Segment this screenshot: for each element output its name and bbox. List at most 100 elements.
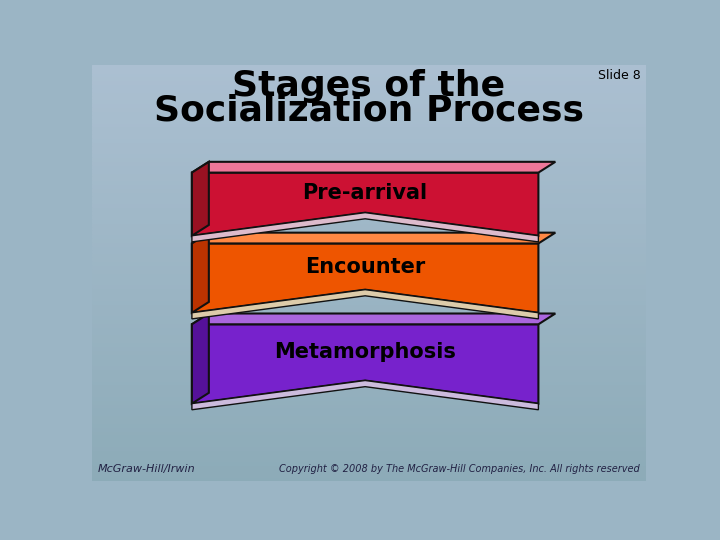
Bar: [92, 438, 647, 442]
Polygon shape: [192, 314, 555, 325]
Bar: [92, 350, 647, 354]
Bar: [92, 249, 647, 253]
Bar: [92, 80, 647, 84]
Bar: [92, 315, 647, 319]
Polygon shape: [192, 244, 539, 313]
Bar: [92, 323, 647, 327]
Bar: [92, 88, 647, 92]
Bar: [92, 303, 647, 307]
Bar: [92, 238, 647, 242]
Bar: [92, 434, 647, 438]
Bar: [92, 473, 647, 477]
Bar: [92, 273, 647, 276]
Text: Pre-arrival: Pre-arrival: [302, 183, 428, 202]
Bar: [92, 338, 647, 342]
Polygon shape: [192, 213, 539, 242]
Bar: [92, 226, 647, 231]
Bar: [92, 430, 647, 434]
Bar: [92, 123, 647, 126]
Text: Socialization Process: Socialization Process: [154, 93, 584, 127]
Bar: [92, 211, 647, 215]
Bar: [92, 173, 647, 177]
Bar: [92, 423, 647, 427]
Bar: [92, 76, 647, 80]
Bar: [92, 246, 647, 249]
Bar: [92, 442, 647, 446]
Bar: [92, 200, 647, 204]
Polygon shape: [192, 325, 539, 403]
Bar: [92, 138, 647, 142]
Bar: [92, 280, 647, 284]
Bar: [92, 168, 647, 173]
Bar: [92, 219, 647, 222]
Bar: [92, 142, 647, 146]
Bar: [92, 265, 647, 269]
Bar: [92, 134, 647, 138]
Bar: [92, 384, 647, 388]
Bar: [92, 477, 647, 481]
Bar: [92, 465, 647, 469]
Bar: [92, 130, 647, 134]
Bar: [92, 403, 647, 408]
Bar: [92, 411, 647, 415]
Bar: [92, 381, 647, 384]
Bar: [92, 92, 647, 96]
Bar: [92, 396, 647, 400]
Bar: [92, 469, 647, 473]
Bar: [92, 115, 647, 119]
Bar: [92, 330, 647, 334]
Bar: [92, 103, 647, 107]
Bar: [92, 346, 647, 350]
Bar: [92, 419, 647, 423]
Bar: [92, 146, 647, 150]
Bar: [92, 446, 647, 450]
Bar: [92, 342, 647, 346]
Bar: [92, 388, 647, 392]
Bar: [92, 269, 647, 273]
Text: McGraw-Hill/Irwin: McGraw-Hill/Irwin: [98, 464, 196, 475]
Bar: [92, 242, 647, 246]
Bar: [92, 188, 647, 192]
Bar: [92, 408, 647, 411]
Bar: [92, 111, 647, 115]
Bar: [92, 284, 647, 288]
Polygon shape: [192, 173, 539, 236]
Bar: [92, 311, 647, 315]
Bar: [92, 319, 647, 323]
Bar: [92, 192, 647, 195]
Bar: [92, 69, 647, 72]
Bar: [92, 157, 647, 161]
Bar: [92, 207, 647, 211]
Text: Copyright © 2008 by The McGraw-Hill Companies, Inc. All rights reserved: Copyright © 2008 by The McGraw-Hill Comp…: [279, 464, 640, 475]
Bar: [92, 357, 647, 361]
Bar: [92, 300, 647, 303]
Bar: [92, 365, 647, 369]
Polygon shape: [192, 381, 539, 410]
Bar: [92, 150, 647, 153]
Bar: [92, 153, 647, 157]
Bar: [92, 292, 647, 296]
Bar: [92, 119, 647, 123]
Bar: [92, 184, 647, 188]
Polygon shape: [192, 233, 555, 244]
Polygon shape: [192, 289, 539, 319]
Bar: [92, 84, 647, 88]
Text: Slide 8: Slide 8: [598, 69, 641, 82]
Bar: [92, 126, 647, 130]
Polygon shape: [192, 162, 209, 236]
Bar: [92, 288, 647, 292]
Bar: [92, 334, 647, 338]
Bar: [92, 327, 647, 330]
Bar: [92, 454, 647, 457]
Polygon shape: [192, 233, 209, 313]
Bar: [92, 161, 647, 165]
Bar: [92, 99, 647, 103]
Bar: [92, 307, 647, 311]
Text: Encounter: Encounter: [305, 256, 426, 276]
Bar: [92, 96, 647, 99]
Bar: [92, 231, 647, 234]
Bar: [92, 276, 647, 280]
Bar: [92, 177, 647, 180]
Bar: [92, 392, 647, 396]
Bar: [92, 261, 647, 265]
